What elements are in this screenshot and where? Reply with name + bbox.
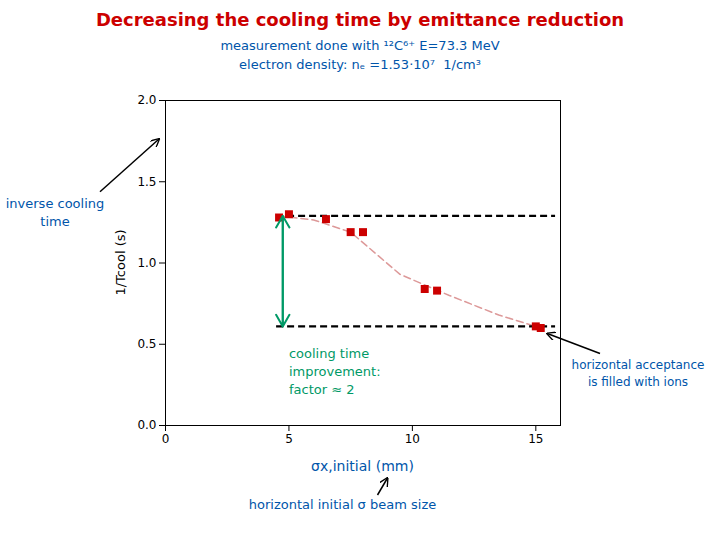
svg-text:5: 5 [285,432,293,446]
svg-text:0: 0 [162,432,170,446]
svg-text:horizontal acceptanceis filled: horizontal acceptanceis filled with ions [572,358,705,389]
svg-text:cooling timeimprovement:factor: cooling timeimprovement:factor ≈ 2 [289,346,381,397]
svg-text:1.5: 1.5 [137,175,156,189]
svg-text:σx,initial (mm): σx,initial (mm) [311,458,414,474]
svg-text:horizontal initial σ beam size: horizontal initial σ beam size [249,497,436,512]
html-text:measurement done with ¹²C⁶⁺ E=: measurement done with ¹²C⁶⁺ E=73.3 MeV [220,38,500,53]
svg-text:10: 10 [405,432,420,446]
svg-text:1.0: 1.0 [137,256,156,270]
svg-text:15: 15 [528,432,543,446]
svg-text:0.5: 0.5 [137,337,156,351]
svg-text:0.0: 0.0 [137,418,156,432]
svg-text:1/Tcool (s): 1/Tcool (s) [113,229,128,295]
svg-text:2.0: 2.0 [137,93,156,107]
html-text:Decreasing the cooling time by: Decreasing the cooling time by emittance… [95,9,625,30]
svg-text:inverse coolingtime: inverse coolingtime [6,196,105,229]
html-text:electron density: nₑ =1.53·10⁷: electron density: nₑ =1.53·10⁷ 1/cm³ [239,57,481,72]
